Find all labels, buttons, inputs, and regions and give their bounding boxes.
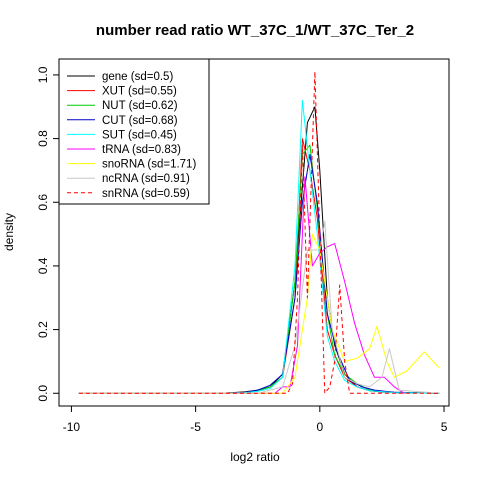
- plot-frame: [58, 58, 450, 407]
- x-axis: -10 -5 0 5: [63, 406, 448, 434]
- legend-label: snRNA (sd=0.59): [102, 188, 190, 200]
- legend-label: ncRNA (sd=0.91): [102, 173, 190, 185]
- legend-label: XUT (sd=0.55): [102, 86, 177, 98]
- legend-box: [58, 58, 210, 205]
- series-line-4: [78, 99, 440, 394]
- legend-label: NUT (sd=0.62): [102, 100, 178, 112]
- x-tick-label: 5: [441, 420, 448, 434]
- x-tick-label: -5: [190, 420, 201, 434]
- series-line-7: [78, 220, 440, 394]
- series-line-8: [78, 71, 440, 394]
- y-tick-label: 1.0: [36, 66, 50, 83]
- legend-label: snoRNA (sd=1.71): [102, 159, 196, 171]
- legend-label: CUT (sd=0.68): [102, 115, 178, 127]
- series-line-3: [78, 154, 440, 394]
- x-axis-label: log2 ratio: [230, 450, 280, 464]
- y-tick-label: 0.4: [36, 257, 50, 274]
- y-tick-label: 0.8: [36, 130, 50, 147]
- x-tick-label: 0: [316, 420, 323, 434]
- y-tick-label: 0.6: [36, 194, 50, 211]
- y-tick-label: 0.2: [36, 321, 50, 338]
- chart-title: number read ratio WT_37C_1/WT_37C_Ter_2: [96, 22, 414, 39]
- y-tick-label: 0.0: [36, 385, 50, 402]
- legend: gene (sd=0.5) XUT (sd=0.55) NUT (sd=0.62) C…: [58, 58, 210, 205]
- y-axis-label: density: [2, 213, 16, 251]
- legend-label: gene (sd=0.5): [102, 71, 173, 83]
- y-axis: 0.0 0.2 0.4 0.6 0.8 1.0: [36, 66, 59, 402]
- legend-label: tRNA (sd=0.83): [102, 144, 181, 156]
- legend-label: SUT (sd=0.45): [102, 129, 177, 141]
- series-line-6: [78, 233, 440, 394]
- series-layer: [78, 71, 440, 394]
- x-tick-label: -10: [63, 420, 81, 434]
